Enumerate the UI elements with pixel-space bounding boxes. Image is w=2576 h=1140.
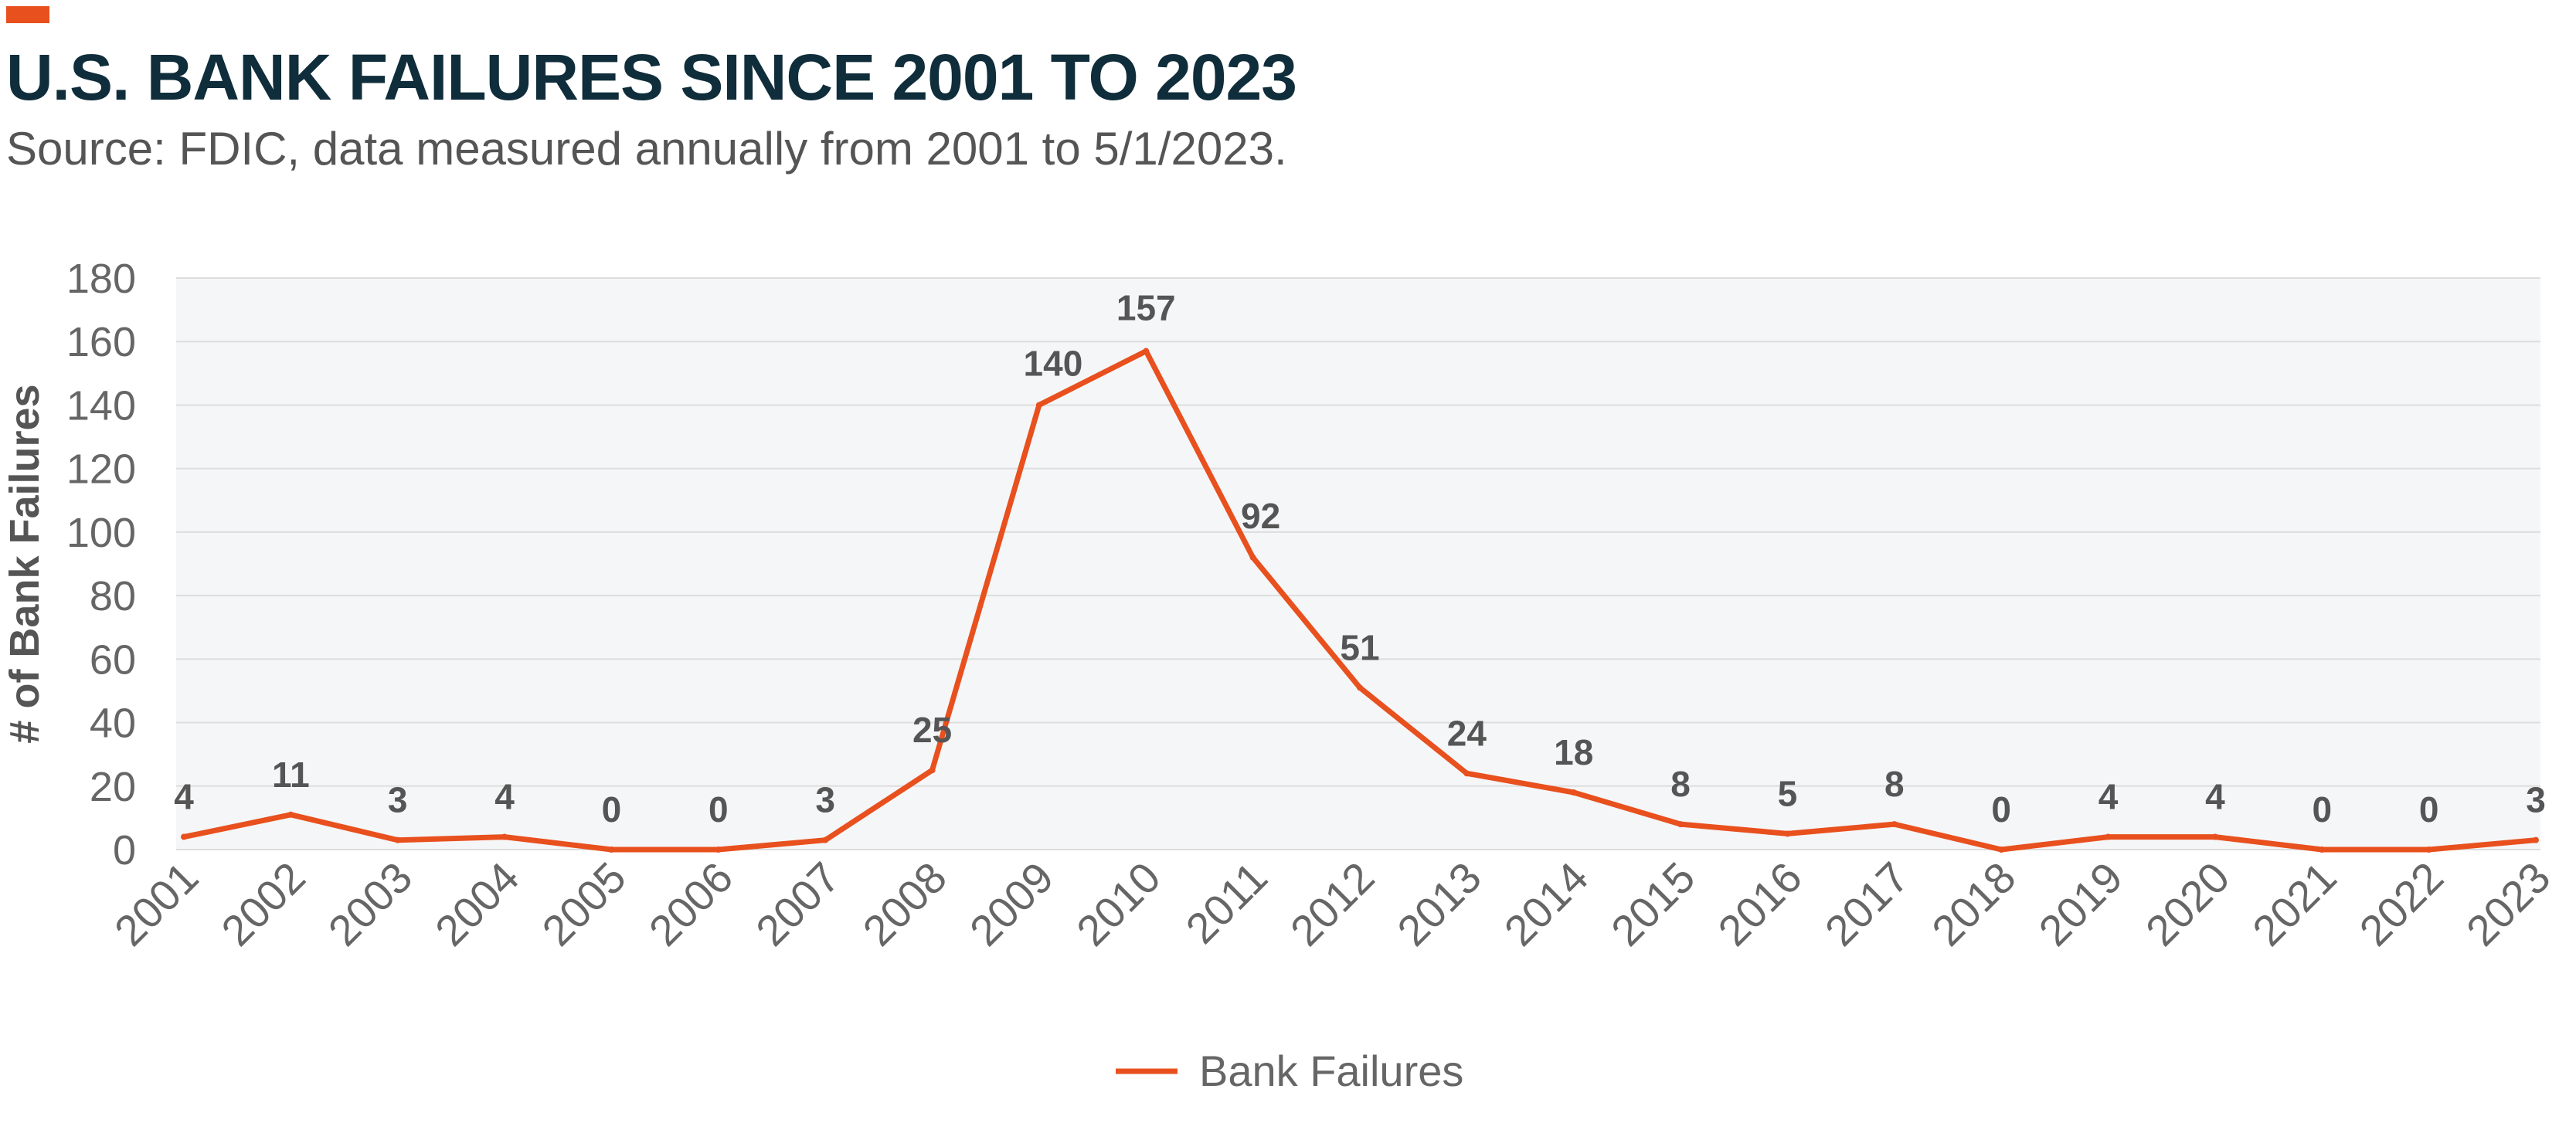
data-label: 140 [1024,343,1083,383]
x-tick-label: 2009 [960,853,1063,955]
data-labels: 4 11 3 4 0 0 3 25 140 157 92 51 24 18 8 5 8 0 4 4 0 0 3 [174,288,2546,830]
y-tick-label: 100 [66,510,136,556]
plot-area [176,278,2540,850]
x-tick-label: 2020 [2136,853,2239,955]
data-point [1463,770,1470,777]
data-label: 8 [1670,764,1691,804]
data-point [715,847,722,853]
data-point [1357,684,1363,691]
x-tick-label: 2005 [532,853,635,955]
data-label: 0 [2419,789,2439,830]
chart-title: U.S. BANK FAILURES SINCE 2001 TO 2023 [6,41,1297,114]
data-point [287,811,294,818]
x-axis-ticks: 2001 2002 2003 2004 2005 2006 2007 2008 2009 2010… [105,853,2560,955]
x-tick-label: 2011 [1176,853,1276,953]
data-point [1143,348,1150,355]
y-tick-label: 20 [90,764,136,810]
data-point [608,847,615,853]
data-label: 92 [1241,496,1280,536]
data-point [501,833,508,840]
data-label: 3 [388,780,408,820]
x-tick-label: 2016 [1708,853,1811,955]
data-label: 4 [494,777,515,817]
y-axis-ticks: 0 20 40 60 80 100 120 140 160 180 [66,256,136,874]
data-point [1249,554,1256,561]
data-label: 24 [1447,713,1487,753]
data-label: 3 [2526,780,2546,820]
x-tick-label: 2021 [2243,853,2346,955]
data-point [1891,821,1898,828]
y-tick-label: 140 [66,382,136,429]
data-point [181,833,187,840]
data-point [1784,830,1791,837]
y-tick-label: 160 [66,319,136,365]
x-tick-label: 2014 [1495,853,1598,955]
data-label: 11 [272,755,310,795]
y-tick-label: 80 [90,573,136,619]
accent-bar [6,6,49,23]
data-point [2211,833,2218,840]
legend-label-bank-failures: Bank Failures [1199,1047,1463,1095]
data-point [1677,821,1684,828]
data-label: 157 [1116,288,1176,328]
data-label: 18 [1554,732,1593,772]
x-tick-label: 2022 [2350,853,2452,955]
data-label: 0 [709,789,729,830]
y-tick-label: 40 [90,701,136,747]
data-label: 4 [2099,777,2119,817]
x-tick-label: 2006 [640,853,743,955]
data-point [1998,847,2005,853]
y-tick-label: 60 [90,636,136,683]
x-tick-label: 2015 [1602,853,1704,955]
x-tick-label: 2017 [1816,853,1918,955]
x-tick-label: 2002 [212,853,314,955]
x-tick-label: 2010 [1067,853,1170,955]
data-point [394,836,401,843]
chart-subtitle: Source: FDIC, data measured annually fro… [6,123,1287,175]
x-tick-label: 2004 [426,853,528,955]
data-label: 4 [2205,777,2225,817]
data-points [181,348,2539,853]
data-label: 5 [1778,773,1798,813]
data-label: 25 [912,710,952,750]
data-point [929,767,936,774]
y-axis-label: # of Bank Failures [2,384,48,743]
y-tick-label: 120 [66,446,136,493]
y-tick-label: 0 [113,827,136,874]
x-tick-label: 2008 [853,853,956,955]
data-label: 0 [602,789,622,830]
data-label: 51 [1340,627,1379,667]
data-point [2425,847,2432,853]
data-point [2105,833,2112,840]
x-tick-label: 2012 [1281,853,1384,955]
x-tick-label: 2003 [319,853,422,955]
data-point [822,836,829,843]
x-tick-label: 2018 [1922,853,2025,955]
data-point [2319,847,2326,853]
data-label: 3 [815,780,835,820]
data-label: 0 [2312,789,2332,830]
data-label: 8 [1884,764,1905,804]
data-label: 0 [1991,789,2011,830]
x-tick-label: 2013 [1388,853,1490,955]
data-point [1035,402,1042,409]
data-label: 4 [174,777,194,817]
legend: Bank Failures [1116,1047,1463,1095]
x-tick-label: 2019 [2029,853,2132,955]
gridlines [176,277,2540,850]
y-tick-label: 180 [66,256,136,302]
x-tick-label: 2007 [746,853,849,955]
data-point [1570,789,1577,796]
data-point [2533,836,2539,843]
x-tick-label: 2023 [2457,853,2560,955]
